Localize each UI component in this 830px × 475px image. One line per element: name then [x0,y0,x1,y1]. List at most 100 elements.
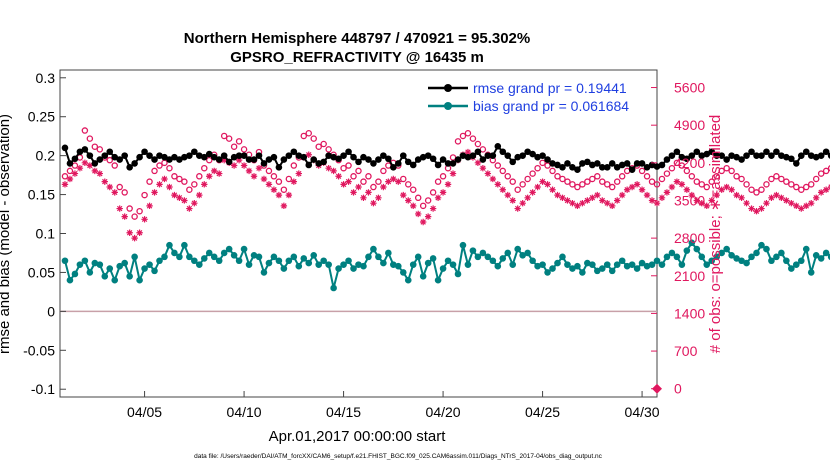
possible-point [723,164,730,172]
bias-point [713,253,720,261]
rmse-point [718,152,725,159]
bias-point [424,259,432,267]
assimilated-point [156,181,163,188]
assimilated-point [66,175,74,183]
rmse-point [399,152,407,159]
possible-point [668,164,676,172]
possible-point [91,143,99,150]
legend: rmse grand pr = 0.19441 bias grand pr = … [428,80,629,114]
bias-point [166,241,173,249]
possible-point [126,205,133,212]
bias-point [265,259,273,267]
rmse-point [230,153,238,161]
y-right-tick-label: 4200 [674,155,705,171]
possible-point [400,175,407,183]
rmse-point [255,152,263,159]
bias-point [131,253,138,261]
rmse-point [534,153,541,161]
possible-point [81,127,89,134]
rmse-point [723,156,730,163]
bias-point [335,265,342,272]
bias-point [733,255,740,262]
possible-point [738,175,745,183]
assimilated-point [91,167,99,175]
bias-point [81,257,89,265]
bias-point [210,253,218,261]
possible-point [181,178,188,185]
assimilated-point [484,170,492,177]
rmse-point [658,161,666,169]
y-right-tick-label: 3500 [674,192,705,208]
possible-point [554,173,561,180]
assimilated-point [230,162,238,169]
assimilated-point [400,191,407,199]
rmse-point [554,161,561,169]
rmse-point [300,153,308,161]
rmse-point [96,156,104,163]
bias-point [380,259,387,267]
x-axis-label: Apr.01,2017 00:00:00 start [269,428,447,445]
assimilated-point [628,183,636,191]
possible-point [693,178,701,185]
rmse-point [176,156,183,163]
bias-point [156,257,163,265]
possible-point [698,181,706,188]
bias-point [270,253,278,261]
possible-point [768,175,775,183]
bias-point [116,262,123,270]
rmse-point [773,148,780,156]
assimilated-point [240,162,248,169]
assimilated-point [638,186,646,193]
bias-point [86,269,94,276]
possible-point [166,164,173,172]
rmse-point [76,148,84,156]
rmse-point [678,153,686,161]
bias-point [71,270,79,278]
possible-point [683,167,691,175]
legend-entry-bias: bias grand pr = 0.061684 [428,98,629,114]
bias-point [385,249,392,257]
rmse-point [638,160,646,167]
bias-point [225,245,233,253]
possible-point [315,143,322,150]
rmse-point [240,152,248,159]
assimilated-point [136,229,143,236]
assimilated-point [589,194,596,201]
assimilated-point [783,197,790,204]
possible-point [688,173,696,180]
rmse-point [812,153,820,161]
y-left-tick-label: 0.15 [28,187,55,203]
rmse-point [305,161,313,169]
assimilated-point [813,194,820,201]
bias-point [628,261,636,268]
bias-point [111,276,119,284]
bias-point [235,257,243,265]
rmse-point [703,150,711,158]
y-right-axis-label: # of obs: o=possible; ∗=assimilated [707,115,724,354]
rmse-point [489,152,497,159]
possible-point [365,173,372,180]
rmse-point [315,160,323,167]
rmse-point [544,156,551,163]
bias-point [768,257,775,265]
possible-point [409,186,417,193]
rmse-point [181,153,188,161]
possible-point [559,175,566,183]
possible-point [564,178,571,185]
bias-point [126,273,133,280]
bias-point [350,265,357,272]
possible-point [788,181,795,188]
assimilated-point [529,189,536,196]
assimilated-point [365,189,372,196]
possible-point [205,156,213,164]
bias-point [171,249,178,257]
possible-point [589,175,596,183]
possible-point [703,183,711,191]
bias-point [788,265,795,272]
bias-point [285,257,293,265]
possible-point [494,162,502,169]
y-right-tick-label: 2800 [674,230,705,246]
possible-point [663,170,671,177]
bias-point [250,252,258,259]
